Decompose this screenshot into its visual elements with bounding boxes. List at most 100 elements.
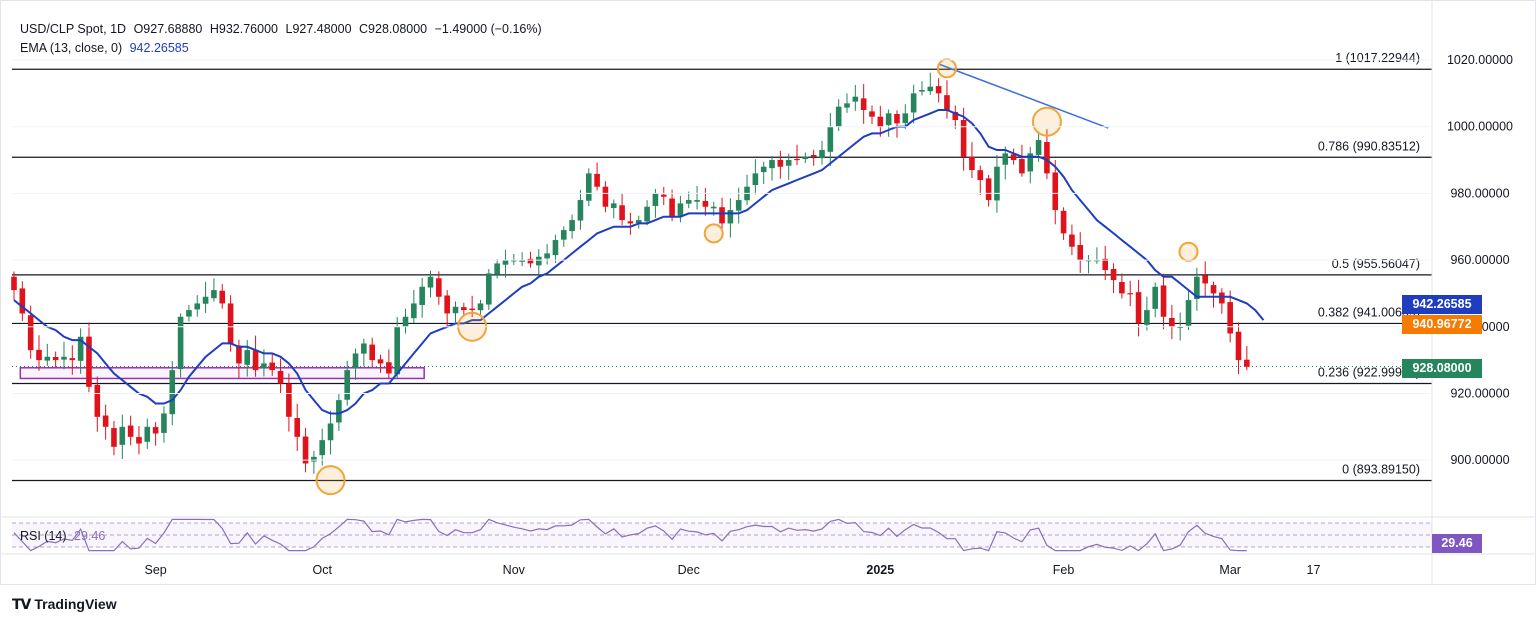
candle bbox=[419, 277, 425, 318]
candle-body bbox=[477, 303, 484, 311]
candle-body bbox=[1035, 140, 1042, 155]
time-axis-label: Sep bbox=[144, 563, 166, 577]
candle bbox=[152, 422, 159, 446]
candle bbox=[602, 181, 609, 213]
fib-level-label: 0.786 (990.83512) bbox=[1318, 139, 1420, 153]
rsi-legend: RSI (14) 29.46 bbox=[20, 529, 105, 543]
candle bbox=[819, 140, 825, 165]
candle-body bbox=[652, 193, 659, 206]
time-axis-label: Feb bbox=[1053, 563, 1075, 577]
candle-body bbox=[819, 150, 825, 159]
candle bbox=[1160, 273, 1167, 330]
price-tick-label: 920.00000 bbox=[1450, 386, 1509, 400]
price-tick-label: 1020.00000 bbox=[1447, 53, 1513, 67]
candle bbox=[985, 175, 992, 207]
candle-body bbox=[1019, 158, 1025, 174]
candle-body bbox=[269, 362, 276, 371]
candle bbox=[1002, 146, 1009, 180]
candle-body bbox=[802, 156, 809, 160]
candle-body bbox=[494, 263, 500, 275]
candle bbox=[810, 149, 817, 166]
ema-value: 942.26585 bbox=[129, 41, 189, 55]
candle-body bbox=[994, 166, 1000, 201]
candle-body bbox=[627, 221, 634, 224]
candle bbox=[69, 345, 76, 375]
candle-body bbox=[102, 415, 109, 427]
trendline-layer bbox=[938, 63, 1109, 129]
candle-body bbox=[169, 370, 176, 415]
candle bbox=[552, 234, 559, 263]
candle bbox=[327, 410, 334, 455]
candle bbox=[644, 200, 650, 226]
candle bbox=[461, 302, 467, 317]
candle bbox=[19, 281, 26, 322]
candle-body bbox=[261, 363, 267, 369]
candle-body bbox=[702, 200, 709, 207]
candle bbox=[594, 162, 600, 191]
highlight-circle-marker bbox=[703, 223, 724, 244]
candle bbox=[1060, 207, 1067, 240]
candle bbox=[802, 152, 809, 164]
candle bbox=[694, 185, 700, 210]
candle-body bbox=[985, 178, 992, 201]
ema-label[interactable]: EMA (13, close, 0) bbox=[20, 41, 123, 55]
time-axis-label: Oct bbox=[312, 563, 332, 577]
candle-body bbox=[1060, 210, 1067, 234]
candle-body bbox=[869, 111, 875, 117]
candle-body bbox=[61, 356, 67, 360]
candle bbox=[635, 215, 642, 229]
fib-level-label: 0.5 (955.56047) bbox=[1332, 257, 1420, 271]
candle-body bbox=[1027, 153, 1034, 172]
candle-body bbox=[1110, 268, 1117, 281]
candle bbox=[102, 404, 109, 440]
price-tick-label: 960.00000 bbox=[1450, 253, 1509, 267]
candle bbox=[952, 105, 959, 129]
candle-body bbox=[602, 186, 609, 207]
time-axis-label: Mar bbox=[1219, 563, 1241, 577]
close-value: 928.08000 bbox=[368, 22, 428, 36]
candle-body bbox=[377, 359, 384, 364]
candle bbox=[11, 271, 17, 300]
candle-body bbox=[977, 170, 984, 181]
candle bbox=[252, 335, 259, 377]
candle-body bbox=[1010, 154, 1017, 161]
candle bbox=[994, 154, 1000, 213]
candle bbox=[1185, 289, 1192, 330]
candle-body bbox=[1194, 276, 1200, 300]
candle-body bbox=[69, 358, 76, 361]
candle-body bbox=[1077, 245, 1084, 261]
candle bbox=[1127, 280, 1134, 307]
candle bbox=[927, 72, 934, 95]
candle bbox=[1210, 281, 1217, 308]
candle-body bbox=[1044, 142, 1050, 174]
candle-body bbox=[769, 160, 775, 169]
close-label: C bbox=[359, 22, 369, 36]
candles-layer bbox=[11, 72, 1250, 474]
time-axis-label: 17 bbox=[1307, 563, 1321, 577]
candle bbox=[869, 105, 875, 125]
rsi-label[interactable]: RSI (14) bbox=[20, 529, 67, 543]
price-axis-layer: 900.00000920.00000940.00000960.00000980.… bbox=[0, 0, 1536, 585]
candle-body bbox=[511, 260, 517, 262]
candle-body bbox=[844, 103, 850, 108]
candle-body bbox=[960, 120, 967, 157]
fib-level-label: 0.382 (941.00659) bbox=[1318, 305, 1420, 319]
candle bbox=[827, 112, 834, 167]
candle-body bbox=[1227, 302, 1233, 334]
candle-body bbox=[86, 336, 92, 387]
candle bbox=[127, 415, 134, 446]
candle bbox=[902, 104, 909, 129]
highlight-circle-marker bbox=[936, 58, 957, 79]
candle-body bbox=[944, 95, 950, 111]
candle bbox=[94, 376, 101, 432]
candle bbox=[194, 295, 201, 317]
candle-body bbox=[577, 200, 584, 221]
candle bbox=[36, 335, 42, 371]
candle-body bbox=[402, 316, 409, 327]
candle-body bbox=[519, 260, 525, 262]
symbol-title[interactable]: USD/CLP Spot, 1D bbox=[20, 22, 127, 36]
candle-body bbox=[1152, 286, 1159, 309]
tradingview-brand[interactable]: 𝗧𝗩 TradingView bbox=[12, 596, 117, 613]
candle bbox=[919, 81, 925, 96]
